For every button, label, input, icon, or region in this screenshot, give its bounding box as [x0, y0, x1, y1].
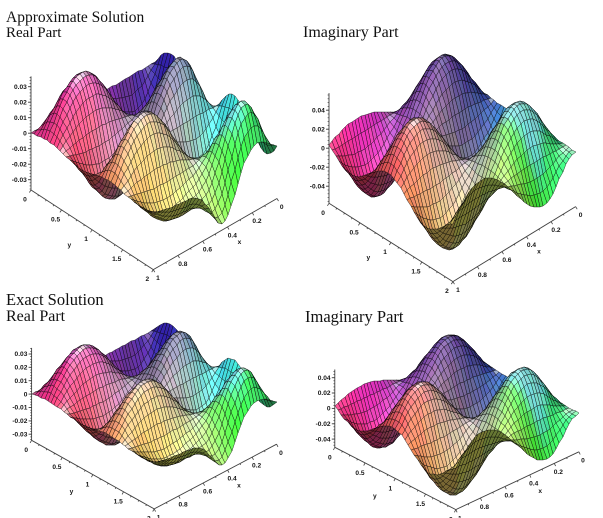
svg-text:2: 2	[445, 288, 449, 295]
svg-text:1: 1	[383, 249, 387, 256]
svg-text:0.8: 0.8	[478, 272, 487, 279]
svg-text:1.5: 1.5	[411, 269, 420, 276]
svg-text:0: 0	[321, 145, 325, 152]
svg-text:0.2: 0.2	[252, 463, 261, 470]
svg-text:x: x	[537, 248, 541, 255]
svg-text:0.4: 0.4	[228, 476, 237, 483]
svg-text:x: x	[238, 239, 242, 246]
svg-text:-0.03: -0.03	[12, 431, 27, 438]
svg-text:0.6: 0.6	[203, 247, 212, 254]
svg-text:1.5: 1.5	[112, 256, 121, 263]
svg-text:0.5: 0.5	[51, 216, 60, 223]
svg-text:-0.02: -0.02	[310, 164, 325, 171]
svg-text:0.5: 0.5	[350, 229, 359, 236]
svg-text:2: 2	[145, 276, 149, 283]
svg-text:1: 1	[456, 287, 460, 294]
svg-text:y: y	[366, 255, 370, 262]
svg-text:y: y	[67, 242, 71, 249]
svg-text:-0.02: -0.02	[12, 418, 27, 425]
svg-text:0.8: 0.8	[179, 502, 188, 509]
svg-text:-0.04: -0.04	[310, 183, 325, 190]
svg-text:0.02: 0.02	[312, 126, 325, 133]
svg-text:1: 1	[156, 275, 160, 282]
svg-text:0.01: 0.01	[14, 115, 27, 122]
svg-text:0: 0	[321, 210, 325, 217]
svg-text:0: 0	[280, 204, 284, 211]
svg-text:0.2: 0.2	[551, 227, 560, 234]
svg-text:0.8: 0.8	[178, 261, 187, 268]
svg-text:0.02: 0.02	[15, 365, 28, 372]
svg-text:-0.01: -0.01	[12, 146, 27, 153]
svg-text:1: 1	[157, 515, 161, 518]
svg-text:0.2: 0.2	[252, 218, 261, 225]
svg-text:0.6: 0.6	[502, 257, 511, 264]
svg-text:0.6: 0.6	[203, 489, 212, 496]
svg-text:0: 0	[279, 450, 283, 457]
svg-text:1: 1	[84, 236, 88, 243]
svg-text:0.4: 0.4	[527, 242, 536, 249]
svg-text:0.03: 0.03	[14, 84, 27, 91]
svg-text:0.4: 0.4	[228, 232, 237, 239]
svg-text:0: 0	[23, 130, 27, 137]
svg-text:1.5: 1.5	[114, 499, 123, 506]
svg-text:y: y	[70, 488, 74, 495]
svg-text:0: 0	[23, 196, 27, 203]
svg-text:x: x	[237, 483, 241, 490]
svg-text:1: 1	[86, 481, 90, 488]
svg-text:0.5: 0.5	[52, 464, 61, 471]
svg-text:0.02: 0.02	[14, 99, 27, 106]
svg-text:0.04: 0.04	[312, 107, 325, 114]
svg-text:0.03: 0.03	[15, 351, 28, 358]
svg-text:0: 0	[579, 212, 583, 219]
svg-text:0: 0	[24, 391, 28, 398]
svg-text:0.01: 0.01	[15, 378, 28, 385]
svg-text:0: 0	[24, 447, 28, 454]
svg-text:-0.01: -0.01	[12, 405, 27, 412]
svg-text:-0.03: -0.03	[12, 177, 27, 184]
svg-text:-0.02: -0.02	[12, 161, 27, 168]
